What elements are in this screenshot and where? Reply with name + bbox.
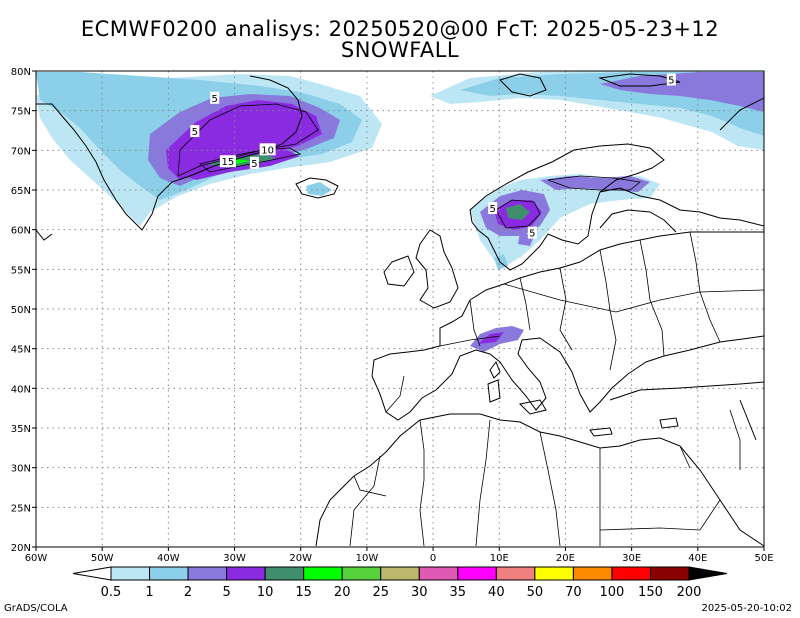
legend-label: 100 <box>600 585 625 600</box>
legend-label: 50 <box>527 585 544 600</box>
legend-label: 15 <box>295 585 312 600</box>
lat-tick-label: 55N <box>11 265 31 276</box>
map-subtitle: SNOWFALL <box>340 38 460 62</box>
lat-tick-label: 20N <box>11 543 31 554</box>
lon-tick-label: 10W <box>356 553 379 564</box>
legend-swatch <box>303 566 343 581</box>
lon-tick-label: 20W <box>289 553 312 564</box>
legend-swatch <box>611 566 651 581</box>
legend-swatch <box>534 566 574 581</box>
legend-swatch <box>341 566 382 581</box>
contour-label: 10 <box>261 145 274 156</box>
legend-label: 0.5 <box>101 585 122 600</box>
lat-tick-label: 45N <box>11 345 31 356</box>
lon-tick-label: 40W <box>157 553 180 564</box>
legend-label: 35 <box>450 585 467 600</box>
contour-label: 5 <box>192 127 198 138</box>
lat-tick-label: 35N <box>11 424 31 435</box>
contour-label-bg <box>259 143 276 156</box>
legend-swatch <box>572 566 613 581</box>
snow-area-alps <box>470 326 524 352</box>
legend-swatch <box>110 566 151 581</box>
map-title: ECMWF0200 analisys: 20250520@00 FcT: 202… <box>80 17 720 41</box>
snowfall-contours <box>177 103 641 229</box>
contour-label-bg <box>527 226 537 239</box>
legend-swatch <box>380 566 420 581</box>
legend-swatch <box>688 566 728 581</box>
lon-tick-label: 0 <box>430 553 436 564</box>
graticule <box>36 71 764 547</box>
contour-label-bg <box>210 91 220 104</box>
legend-label: 150 <box>638 585 663 600</box>
lon-tick-label: 30W <box>223 553 246 564</box>
contour-label-bg <box>219 155 236 168</box>
contour-label-bg <box>249 156 259 169</box>
contour-label: 5 <box>489 204 495 215</box>
contour-labels: 5 5 10 15 5 5 5 5 <box>190 73 676 240</box>
lat-tick-label: 65N <box>11 186 31 197</box>
legend-swatch <box>495 566 536 581</box>
lat-tick-label: 40N <box>11 384 31 395</box>
legend-swatch <box>149 566 189 581</box>
color-legend: 0.5 1 2 5 10 15 20 25 30 35 40 50 70 100 150 200 <box>72 566 728 600</box>
lon-tick-label: 50E <box>754 553 773 564</box>
lat-tick-label: 50N <box>11 305 31 316</box>
contour-label: 15 <box>222 157 235 168</box>
legend-label: 5 <box>222 585 230 600</box>
lat-tick-label: 75N <box>11 107 31 118</box>
lon-tick-label: 30E <box>622 553 641 564</box>
snow-area-arctic <box>430 71 764 150</box>
contour-label-bg <box>488 202 498 215</box>
contour-label: 5 <box>251 159 257 170</box>
axis-ticks <box>32 70 765 551</box>
contour-label: 5 <box>668 76 674 87</box>
contour-label-bg <box>190 125 200 138</box>
footer-timestamp: 2025-05-20-10:02 <box>701 603 792 614</box>
lat-tick-label: 60N <box>11 226 31 237</box>
legend-swatch <box>187 566 228 581</box>
footer-credit: GrADS/COLA <box>4 603 68 614</box>
lon-tick-label: 10E <box>490 553 509 564</box>
legend-label: 30 <box>411 585 428 600</box>
legend-swatch <box>418 566 459 581</box>
legend-label: 70 <box>565 585 582 600</box>
legend-label: 40 <box>488 585 505 600</box>
legend-label: 10 <box>257 585 274 600</box>
legend-swatch <box>649 566 690 581</box>
legend-swatch <box>264 566 305 581</box>
lon-tick-label: 20E <box>556 553 575 564</box>
legend-label: 1 <box>145 585 153 600</box>
lat-tick-label: 25N <box>11 503 31 514</box>
lon-tick-label: 60W <box>25 553 48 564</box>
legend-label: 25 <box>372 585 389 600</box>
lon-tick-label: 40E <box>688 553 707 564</box>
legend-label: 20 <box>334 585 351 600</box>
legend-swatch <box>226 566 266 581</box>
legend-label: 2 <box>184 585 192 600</box>
snow-area-scandinavia <box>470 174 660 270</box>
longitude-labels: 60W 50W 40W 30W 20W 10W 0 10E 20E 30E 40E 50E <box>25 553 774 564</box>
legend-swatch <box>72 566 112 581</box>
legend-label: 200 <box>677 585 702 600</box>
country-borders <box>349 231 764 547</box>
contour-label: 5 <box>212 94 218 105</box>
lat-tick-label: 30N <box>11 464 31 475</box>
legend-swatch <box>457 566 497 581</box>
lat-tick-label: 80N <box>11 67 31 78</box>
contour-label-bg <box>666 73 676 86</box>
latitude-labels: 80N 75N 70N 65N 60N 55N 50N 45N 40N 35N 30N 25N 20N <box>11 67 31 554</box>
lat-tick-label: 70N <box>11 146 31 157</box>
lon-tick-label: 50W <box>91 553 114 564</box>
contour-label: 5 <box>529 229 535 240</box>
